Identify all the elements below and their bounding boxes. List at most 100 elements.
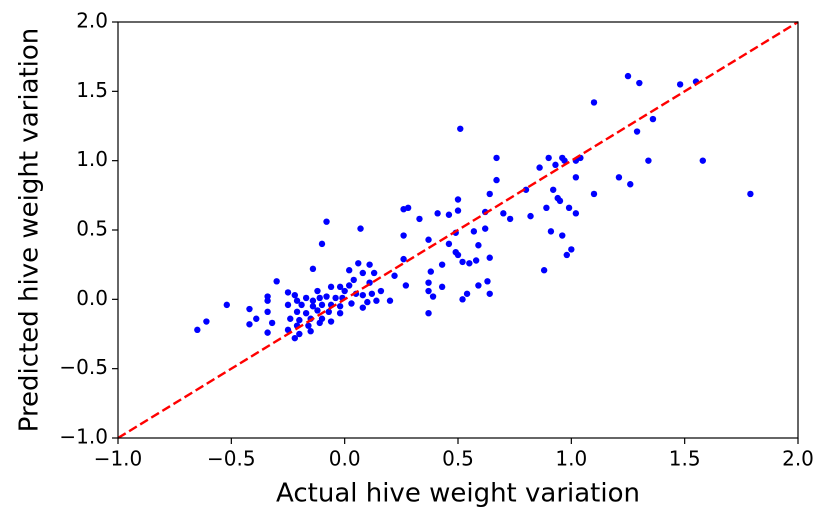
point — [296, 316, 303, 324]
point — [302, 294, 310, 302]
point — [402, 282, 410, 289]
point — [536, 164, 543, 171]
y-tick-label: 1.0 — [76, 147, 108, 171]
point — [296, 330, 303, 338]
point — [264, 297, 271, 304]
point — [568, 246, 575, 253]
point — [649, 115, 657, 123]
point — [527, 212, 534, 220]
point — [475, 242, 482, 249]
point — [298, 301, 305, 309]
point — [273, 278, 280, 285]
point — [302, 310, 310, 317]
point — [627, 181, 634, 188]
point — [287, 315, 294, 322]
point — [547, 228, 555, 235]
y-axis-label: Predicted hive weight variation — [15, 28, 45, 433]
point — [350, 276, 357, 284]
point — [493, 176, 500, 184]
point — [336, 283, 344, 291]
point — [253, 315, 260, 322]
point — [293, 297, 301, 304]
point — [316, 294, 323, 302]
point — [522, 186, 530, 193]
point — [438, 261, 446, 268]
point — [309, 303, 317, 310]
point — [463, 290, 471, 297]
point — [572, 210, 580, 217]
point — [309, 265, 317, 273]
point — [615, 174, 623, 181]
y-tick-label: −1.0 — [59, 425, 108, 449]
point — [370, 269, 378, 277]
point — [545, 154, 552, 162]
point — [327, 318, 335, 325]
point — [484, 278, 491, 285]
point — [223, 301, 230, 309]
point — [336, 303, 344, 310]
point — [314, 307, 321, 314]
x-tick-label: 2.0 — [782, 447, 814, 471]
x-axis-label: Actual hive weight variation — [276, 479, 640, 509]
point — [346, 267, 353, 274]
point — [454, 196, 462, 203]
point — [425, 287, 432, 295]
point — [590, 190, 598, 198]
point — [416, 215, 423, 223]
point — [554, 194, 561, 202]
point — [427, 268, 434, 275]
point — [323, 293, 330, 300]
point — [425, 279, 432, 286]
point — [268, 319, 276, 327]
x-tick-label: −0.5 — [207, 447, 256, 471]
point — [493, 154, 500, 162]
point — [305, 322, 312, 329]
point — [264, 308, 271, 316]
plot-frame — [117, 21, 799, 439]
x-tick-label: 0.5 — [442, 447, 474, 471]
point — [572, 174, 580, 181]
point — [355, 260, 362, 267]
y-tick-label: 2.0 — [76, 9, 108, 33]
point — [559, 232, 566, 239]
y-tick-label: 0.5 — [76, 217, 108, 241]
point — [454, 251, 462, 259]
point — [314, 287, 321, 295]
point — [543, 204, 550, 212]
point — [366, 261, 373, 268]
point — [482, 225, 489, 232]
point — [454, 207, 462, 214]
point — [359, 291, 366, 299]
point — [400, 255, 407, 263]
point — [429, 293, 437, 300]
x-tick-label: 0.0 — [329, 447, 361, 471]
point — [699, 157, 706, 164]
point — [203, 318, 210, 325]
point — [624, 72, 632, 80]
point — [246, 305, 253, 313]
point — [318, 301, 326, 309]
point — [284, 326, 292, 334]
point — [506, 215, 514, 223]
point — [357, 225, 364, 232]
point — [386, 297, 394, 304]
point — [540, 267, 548, 274]
point — [318, 240, 326, 248]
point — [636, 79, 643, 87]
point — [293, 308, 301, 316]
point — [466, 260, 473, 267]
point — [552, 161, 559, 169]
point — [325, 308, 332, 316]
point — [264, 329, 271, 336]
point — [368, 290, 376, 297]
point — [457, 125, 464, 132]
point — [486, 190, 493, 198]
point — [747, 190, 754, 198]
point — [563, 251, 570, 259]
point — [284, 301, 292, 309]
point — [633, 128, 641, 135]
point — [291, 291, 298, 299]
point — [434, 210, 441, 217]
point — [590, 99, 598, 106]
point — [246, 321, 253, 328]
